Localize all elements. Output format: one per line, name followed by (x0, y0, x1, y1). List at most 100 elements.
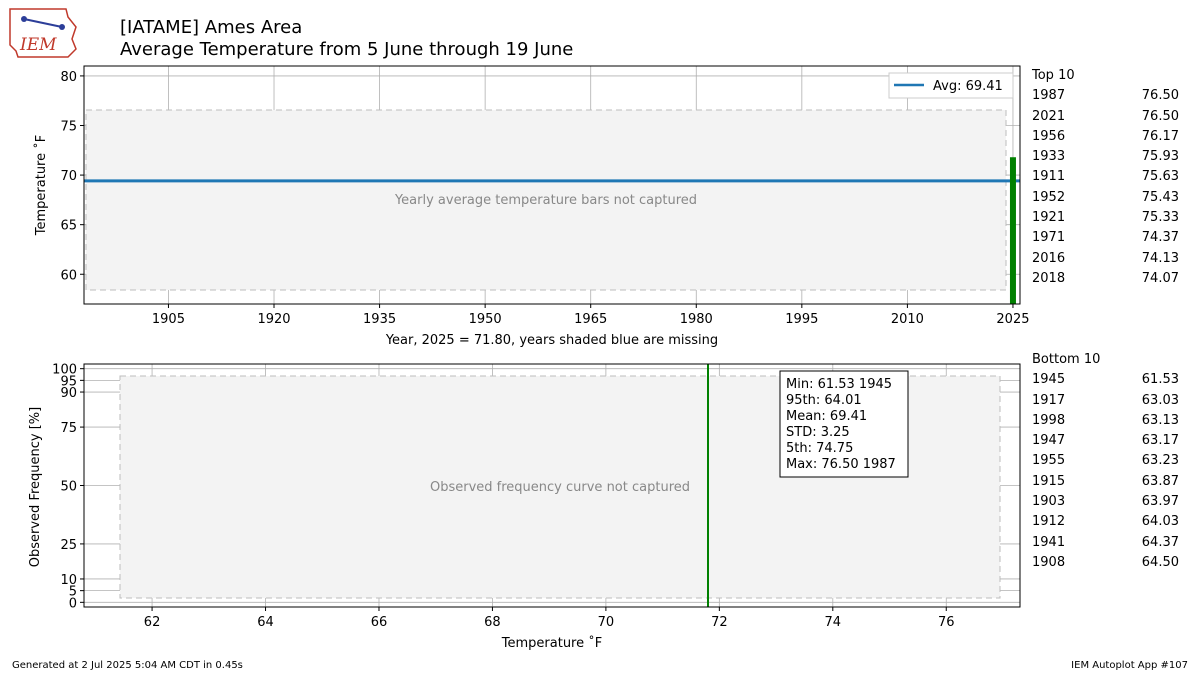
top10-row: 1921 75.33 (1032, 210, 1192, 230)
rank-value: 76.50 (1141, 108, 1179, 124)
stats-box: Min: 61.53 1945 95th: 64.01 Mean: 69.41 … (779, 370, 909, 478)
top-ytick-label: 65 (60, 219, 77, 234)
svg-text:Observed frequency curve not c: Observed frequency curve not captured (430, 480, 690, 495)
bottom10-row: 1917 63.03 (1032, 393, 1192, 413)
top10-row: 1952 75.43 (1032, 190, 1192, 210)
bottom-xlabel: Temperature ˚F (501, 635, 602, 651)
top10-title: Top 10 (1032, 68, 1075, 83)
stats-line: Min: 61.53 1945 (786, 377, 892, 392)
rank-value: 74.37 (1141, 230, 1179, 246)
stats-line: STD: 3.25 (786, 425, 850, 440)
logo-text: IEM (19, 35, 57, 55)
footer-generated: Generated at 2 Jul 2025 5:04 AM CDT in 0… (12, 660, 243, 671)
top-xlabel: Year, 2025 = 71.80, years shaded blue ar… (385, 333, 718, 348)
rank-year: 1903 (1032, 494, 1066, 510)
rank-year: 1933 (1032, 149, 1066, 165)
bar-series-placeholder: Yearly average temperature bars not capt… (85, 109, 1007, 291)
rank-value: 63.23 (1141, 453, 1179, 469)
rank-year: 1912 (1032, 514, 1066, 530)
bottom-xtick-label: 74 (825, 615, 842, 630)
top-xtick-label: 1905 (152, 312, 185, 327)
bottom10-row: 1908 64.50 (1032, 555, 1192, 575)
iem-logo: IEM (6, 5, 82, 61)
bottom10-row: 1941 64.37 (1032, 535, 1192, 555)
stats-line: Max: 76.50 1987 (786, 457, 896, 472)
rank-value: 64.37 (1141, 534, 1179, 550)
bottom-xtick-label: 76 (938, 615, 955, 630)
top-xtick-label: 1920 (257, 312, 290, 327)
bottom-xtick-label: 72 (711, 615, 728, 630)
rank-year: 1998 (1032, 412, 1066, 428)
stats-line: Mean: 69.41 (786, 409, 867, 424)
bottom-ytick-label: 0 (69, 596, 77, 611)
stats-line: 95th: 64.01 (786, 393, 862, 408)
bottom10-row: 1915 63.87 (1032, 474, 1192, 494)
bottom-ytick-label: 25 (60, 538, 77, 553)
svg-text:Yearly average temperature bar: Yearly average temperature bars not capt… (394, 193, 697, 208)
legend-avg-label: Avg: 69.41 (933, 79, 1003, 94)
top-ytick-label: 70 (60, 169, 77, 184)
bottom-ytick-label: 75 (60, 421, 77, 436)
rank-value: 76.17 (1141, 128, 1179, 144)
rank-value: 63.17 (1141, 433, 1179, 449)
rank-value: 74.07 (1141, 270, 1179, 286)
bottom10-row: 1912 64.03 (1032, 514, 1192, 534)
top-ylabel: Temperature ˚F (33, 135, 49, 236)
rank-value: 61.53 (1141, 372, 1179, 388)
chart-subtitle: Average Temperature from 5 June through … (120, 39, 574, 60)
rank-year: 1947 (1032, 433, 1066, 449)
top10-row: 2021 76.50 (1032, 109, 1192, 129)
rank-value: 75.43 (1141, 189, 1179, 205)
top10-row: 1956 76.17 (1032, 129, 1192, 149)
rank-year: 1908 (1032, 554, 1066, 570)
top10-row: 1933 75.93 (1032, 149, 1192, 169)
bottom-xtick-label: 68 (484, 615, 501, 630)
rank-value: 64.03 (1141, 514, 1179, 530)
top10-row: 1911 75.63 (1032, 169, 1192, 189)
top-ytick-label: 60 (60, 268, 77, 283)
top-plot-frame (83, 65, 1021, 305)
current-year-bar (1009, 157, 1016, 304)
top10-row: 1987 76.50 (1032, 88, 1192, 108)
top10-panel: Top 10 1987 76.50 2021 76.50 1956 76.17 1933 75… (1032, 68, 1192, 291)
rank-year: 1941 (1032, 534, 1066, 550)
bottom10-row: 1955 63.23 (1032, 453, 1192, 473)
top-xtick-label: 1950 (469, 312, 502, 327)
top10-row: 2016 74.13 (1032, 251, 1192, 271)
rank-value: 75.63 (1141, 169, 1179, 185)
top-ytick-label: 80 (60, 70, 77, 85)
rank-year: 1921 (1032, 210, 1066, 226)
bottom-xtick-label: 70 (598, 615, 615, 630)
bottom-ytick-label: 100 (52, 363, 77, 378)
bottom-xtick-label: 62 (144, 615, 161, 630)
rank-year: 1956 (1032, 128, 1066, 144)
top-xtick-label: 1995 (785, 312, 818, 327)
bottom-ylabel: Observed Frequency [%] (28, 407, 43, 567)
bottom10-title: Bottom 10 (1032, 352, 1101, 367)
rank-year: 2016 (1032, 250, 1066, 266)
rank-year: 2018 (1032, 270, 1066, 286)
stats-line: 5th: 74.75 (786, 441, 853, 456)
rank-year: 1945 (1032, 372, 1066, 388)
top-xtick-label: 2025 (996, 312, 1029, 327)
rank-value: 63.03 (1141, 392, 1179, 408)
bottom10-row: 1998 63.13 (1032, 413, 1192, 433)
bottom-ytick-label: 10 (60, 573, 77, 588)
bottom-xtick-label: 66 (371, 615, 388, 630)
bottom10-panel: Bottom 10 1945 61.53 1917 63.03 1998 63.13 194… (1032, 352, 1192, 575)
top-xtick-label: 1980 (680, 312, 713, 327)
rank-value: 75.33 (1141, 210, 1179, 226)
bottom-ytick-label: 95 (60, 374, 77, 389)
rank-value: 63.97 (1141, 494, 1179, 510)
rank-value: 74.13 (1141, 250, 1179, 266)
bottom10-row: 1903 63.97 (1032, 494, 1192, 514)
bottom10-row: 1947 63.17 (1032, 433, 1192, 453)
top-ytick-label: 75 (60, 120, 77, 135)
footer-app: IEM Autoplot App #107 (1071, 660, 1188, 671)
rank-year: 1952 (1032, 189, 1066, 205)
rank-value: 63.87 (1141, 473, 1179, 489)
bottom-ytick-label: 5 (69, 585, 77, 600)
top10-row: 1971 74.37 (1032, 230, 1192, 250)
rank-year: 1917 (1032, 392, 1066, 408)
bottom-xtick-label: 64 (257, 615, 274, 630)
